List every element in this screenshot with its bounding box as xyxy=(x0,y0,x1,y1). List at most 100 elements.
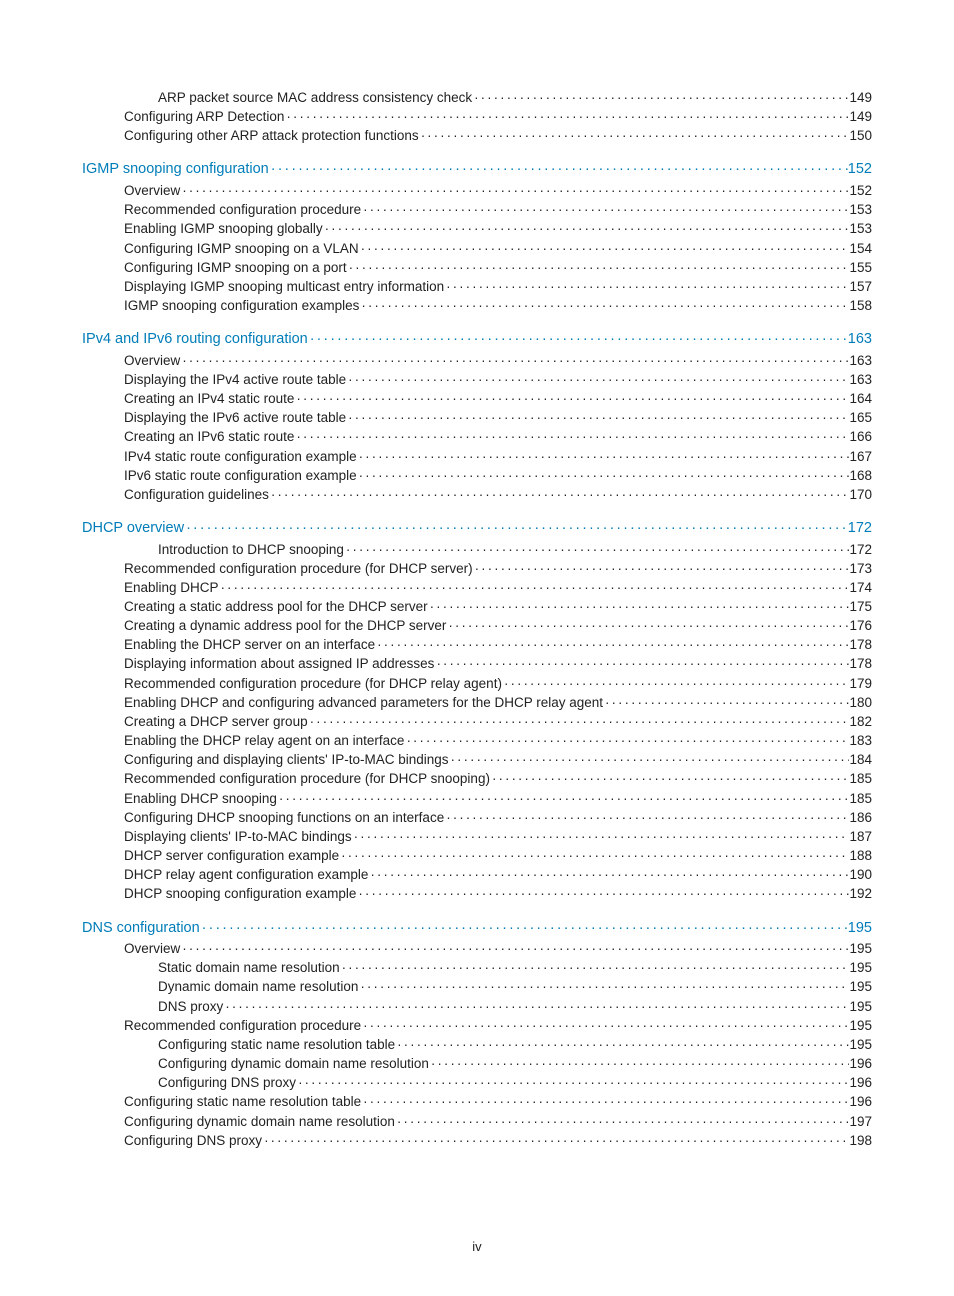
toc-entry-page: 163 xyxy=(848,329,872,350)
toc-entry[interactable]: ARP packet source MAC address consistenc… xyxy=(82,88,872,107)
toc-entry[interactable]: Configuring dynamic domain name resoluti… xyxy=(82,1054,872,1073)
toc-leader-dots xyxy=(180,351,849,370)
toc-entry[interactable]: Displaying IGMP snooping multicast entry… xyxy=(82,277,872,296)
page-number-footer: iv xyxy=(0,1239,954,1254)
toc-entry[interactable]: Configuring static name resolution table… xyxy=(82,1092,872,1111)
toc-entry[interactable]: Displaying the IPv6 active route table16… xyxy=(82,408,872,427)
toc-entry[interactable]: Creating a static address pool for the D… xyxy=(82,597,872,616)
toc-entry[interactable]: Recommended configuration procedure (for… xyxy=(82,559,872,578)
toc-entry[interactable]: Enabling DHCP174 xyxy=(82,578,872,597)
toc-leader-dots xyxy=(428,597,850,616)
toc-entry-title: IGMP snooping configuration xyxy=(82,159,269,180)
toc-entry[interactable]: Recommended configuration procedure195 xyxy=(82,1016,872,1035)
toc-leader-dots xyxy=(502,674,850,693)
toc-entry[interactable]: IGMP snooping configuration examples158 xyxy=(82,296,872,315)
toc-leader-dots xyxy=(296,1073,849,1092)
toc-entry-title: Creating a dynamic address pool for the … xyxy=(124,616,446,635)
toc-entry[interactable]: Configuring IGMP snooping on a VLAN154 xyxy=(82,239,872,258)
toc-entry[interactable]: IPv6 static route configuration example1… xyxy=(82,466,872,485)
toc-entry[interactable]: Displaying clients' IP-to-MAC bindings18… xyxy=(82,827,872,846)
toc-entry[interactable]: Configuring static name resolution table… xyxy=(82,1035,872,1054)
toc-entry[interactable]: Configuring DNS proxy 196 xyxy=(82,1073,872,1092)
toc-entry-title: Configuring DNS proxy xyxy=(124,1131,262,1150)
toc-entry-title: Enabling IGMP snooping globally xyxy=(124,219,323,238)
toc-entry[interactable]: Configuring dynamic domain name resoluti… xyxy=(82,1112,872,1131)
toc-entry-title: Configuring DNS proxy xyxy=(158,1073,296,1092)
toc-entry-title: Recommended configuration procedure (for… xyxy=(124,559,473,578)
toc-leader-dots xyxy=(358,977,849,996)
toc-entry[interactable]: Overview163 xyxy=(82,351,872,370)
toc-entry[interactable]: Enabling the DHCP relay agent on an inte… xyxy=(82,731,872,750)
toc-entry[interactable]: DHCP server configuration example188 xyxy=(82,846,872,865)
toc-leader-dots xyxy=(180,181,849,200)
toc-entry[interactable]: Enabling DHCP and configuring advanced p… xyxy=(82,693,872,712)
toc-entry-page: 165 xyxy=(849,408,872,427)
toc-entry[interactable]: Creating an IPv6 static route166 xyxy=(82,427,872,446)
toc-entry[interactable]: DHCP snooping configuration example192 xyxy=(82,884,872,903)
toc-entry-page: 173 xyxy=(849,559,872,578)
toc-entry[interactable]: Overview195 xyxy=(82,939,872,958)
toc-entry[interactable]: Dynamic domain name resolution195 xyxy=(82,977,872,996)
toc-entry[interactable]: Creating a DHCP server group182 xyxy=(82,712,872,731)
toc-entry[interactable]: Configuring IGMP snooping on a port155 xyxy=(82,258,872,277)
toc-leader-dots xyxy=(603,693,849,712)
toc-entry-title: IPv4 static route configuration example xyxy=(124,447,357,466)
toc-entry[interactable]: Overview 152 xyxy=(82,181,872,200)
toc-section-heading[interactable]: IGMP snooping configuration152 xyxy=(82,159,872,180)
toc-entry[interactable]: Creating an IPv4 static route164 xyxy=(82,389,872,408)
toc-entry[interactable]: Configuring and displaying clients' IP-t… xyxy=(82,750,872,769)
toc-entry[interactable]: Configuring ARP Detection149 xyxy=(82,107,872,126)
toc-leader-dots xyxy=(444,808,849,827)
toc-entry[interactable]: Configuring other ARP attack protection … xyxy=(82,126,872,145)
toc-entry-page: 150 xyxy=(849,126,872,145)
toc-entry-title: Creating an IPv6 static route xyxy=(124,427,294,446)
toc-leader-dots xyxy=(490,769,850,788)
toc-entry-title: Displaying the IPv4 active route table xyxy=(124,370,346,389)
toc-entry-title: Overview xyxy=(124,181,180,200)
toc-entry-title: Overview xyxy=(124,939,180,958)
toc-leader-dots xyxy=(308,329,848,350)
toc-entry-title: Recommended configuration procedure xyxy=(124,1016,361,1035)
toc-leader-dots xyxy=(219,578,850,597)
toc-entry[interactable]: Configuration guidelines170 xyxy=(82,485,872,504)
toc-entry[interactable]: DHCP relay agent configuration example19… xyxy=(82,865,872,884)
toc-entry[interactable]: Enabling IGMP snooping globally153 xyxy=(82,219,872,238)
toc-entry-page: 195 xyxy=(849,997,872,1016)
toc-entry[interactable]: Recommended configuration procedure (for… xyxy=(82,674,872,693)
toc-section-heading[interactable]: DHCP overview172 xyxy=(82,518,872,539)
toc-entry-page: 152 xyxy=(849,181,872,200)
toc-leader-dots xyxy=(269,485,850,504)
toc-entry[interactable]: Configuring DHCP snooping functions on a… xyxy=(82,808,872,827)
toc-entry[interactable]: IPv4 static route configuration example1… xyxy=(82,447,872,466)
toc-entry[interactable]: Enabling DHCP snooping185 xyxy=(82,789,872,808)
toc-entry[interactable]: Enabling the DHCP server on an interface… xyxy=(82,635,872,654)
toc-entry-page: 195 xyxy=(849,977,872,996)
toc-section-heading[interactable]: DNS configuration195 xyxy=(82,918,872,939)
toc-entry-title: Configuring IGMP snooping on a VLAN xyxy=(124,239,359,258)
toc-leader-dots xyxy=(352,827,850,846)
toc-entry-title: Recommended configuration procedure xyxy=(124,200,361,219)
toc-entry-title: Introduction to DHCP snooping xyxy=(158,540,344,559)
toc-leader-dots xyxy=(357,466,850,485)
toc-entry[interactable]: Recommended configuration procedure153 xyxy=(82,200,872,219)
toc-entry-page: 198 xyxy=(849,1131,872,1150)
toc-entry[interactable]: DNS proxy195 xyxy=(82,997,872,1016)
toc-entry[interactable]: Static domain name resolution195 xyxy=(82,958,872,977)
toc-entry-title: Configuring IGMP snooping on a port xyxy=(124,258,347,277)
toc-entry[interactable]: Displaying the IPv4 active route table16… xyxy=(82,370,872,389)
toc-leader-dots xyxy=(223,997,849,1016)
toc-leader-dots xyxy=(346,408,849,427)
toc-section-heading[interactable]: IPv4 and IPv6 routing configuration163 xyxy=(82,329,872,350)
toc-leader-dots xyxy=(361,200,849,219)
toc-leader-dots xyxy=(269,159,848,180)
toc-entry-title: Displaying IGMP snooping multicast entry… xyxy=(124,277,444,296)
toc-entry[interactable]: Introduction to DHCP snooping172 xyxy=(82,540,872,559)
toc-entry[interactable]: Displaying information about assigned IP… xyxy=(82,654,872,673)
toc-entry-page: 196 xyxy=(849,1073,872,1092)
toc-entry[interactable]: Recommended configuration procedure (for… xyxy=(82,769,872,788)
toc-entry-page: 178 xyxy=(849,635,872,654)
toc-entry-title: Creating a DHCP server group xyxy=(124,712,308,731)
toc-leader-dots xyxy=(344,540,850,559)
toc-entry[interactable]: Creating a dynamic address pool for the … xyxy=(82,616,872,635)
toc-entry[interactable]: Configuring DNS proxy 198 xyxy=(82,1131,872,1150)
